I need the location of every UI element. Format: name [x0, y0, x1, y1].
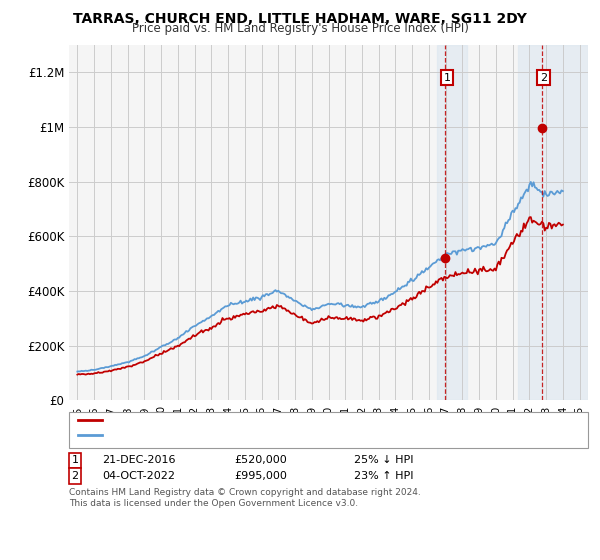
Text: 2: 2	[71, 471, 79, 481]
Text: 04-OCT-2022: 04-OCT-2022	[102, 471, 175, 481]
Text: 25% ↓ HPI: 25% ↓ HPI	[354, 455, 413, 465]
Bar	[437, 45, 467, 400]
Text: 23% ↑ HPI: 23% ↑ HPI	[354, 471, 413, 481]
Text: TARRAS, CHURCH END, LITTLE HADHAM, WARE, SG11 2DY: TARRAS, CHURCH END, LITTLE HADHAM, WARE,…	[73, 12, 527, 26]
Text: 2: 2	[540, 73, 547, 83]
Bar	[518, 45, 588, 400]
Text: HPI: Average price, detached house, East Hertfordshire: HPI: Average price, detached house, East…	[108, 431, 396, 440]
Text: £520,000: £520,000	[234, 455, 287, 465]
Text: Contains HM Land Registry data © Crown copyright and database right 2024.
This d: Contains HM Land Registry data © Crown c…	[69, 488, 421, 508]
Text: £995,000: £995,000	[234, 471, 287, 481]
Text: Price paid vs. HM Land Registry's House Price Index (HPI): Price paid vs. HM Land Registry's House …	[131, 22, 469, 35]
Text: 21-DEC-2016: 21-DEC-2016	[102, 455, 176, 465]
Text: TARRAS, CHURCH END, LITTLE HADHAM, WARE, SG11 2DY (detached house): TARRAS, CHURCH END, LITTLE HADHAM, WARE,…	[108, 415, 505, 424]
Text: 1: 1	[71, 455, 79, 465]
Text: 1: 1	[443, 73, 451, 83]
